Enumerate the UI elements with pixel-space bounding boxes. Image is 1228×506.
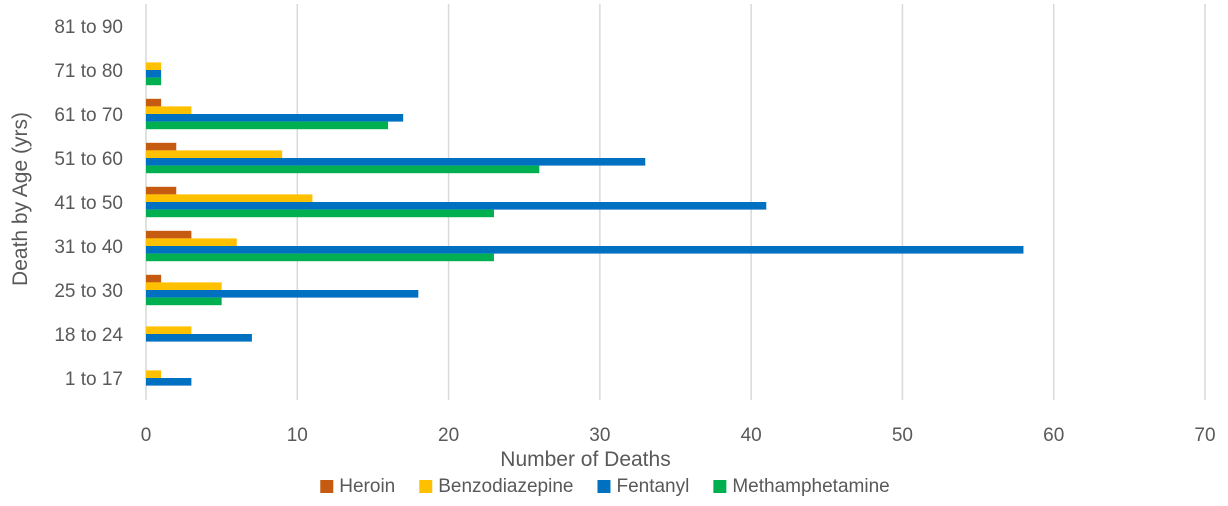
legend-item-methamphetamine: Methamphetamine	[713, 476, 890, 497]
y-tick-label: 25 to 30	[54, 281, 123, 302]
legend-label: Methamphetamine	[732, 476, 889, 497]
bar-heroin-31-to-40	[146, 230, 192, 239]
x-tick-label: 60	[1043, 425, 1064, 446]
bar-heroin-41-to-50	[146, 186, 177, 195]
x-tick-label: 10	[287, 425, 308, 446]
bar-benzodiazepine-61-to-70	[146, 106, 192, 114]
legend-swatch	[320, 480, 334, 493]
y-tick-label: 18 to 24	[54, 325, 123, 346]
bar-fentanyl-25-to-30	[146, 290, 419, 298]
bar-heroin-61-to-70	[146, 98, 162, 107]
x-tick-label: 0	[141, 425, 152, 446]
bar-benzodiazepine-25-to-30	[146, 282, 222, 290]
x-tick-label: 40	[741, 425, 762, 446]
bar-fentanyl-18-to-24	[146, 334, 252, 342]
legend-swatch	[713, 480, 727, 493]
bar-methamphetamine-61-to-70	[146, 121, 389, 130]
x-tick-label: 30	[589, 425, 610, 446]
x-axis-title: Number of Deaths	[500, 448, 670, 471]
y-tick-labels: 1 to 17 18 to 24 25 to 30 31 to 40 41 to 50 5…	[54, 17, 123, 390]
bar-fentanyl-41-to-50	[146, 202, 767, 210]
bar-benzodiazepine-18-to-24	[146, 326, 192, 334]
bar-methamphetamine-71-to-80	[146, 77, 162, 86]
bar-benzodiazepine-1-to-17	[146, 370, 162, 378]
x-tick-labels: 0 10 20 30 40 50 60 70	[141, 425, 1216, 446]
bar-fentanyl-1-to-17	[146, 378, 192, 386]
bar-fentanyl-31-to-40	[146, 246, 1024, 254]
x-tick-label: 50	[892, 425, 913, 446]
bar-methamphetamine-51-to-60	[146, 165, 540, 174]
bar-heroin-25-to-30	[146, 274, 162, 283]
legend-swatch	[419, 480, 433, 493]
legend-item-fentanyl: Fentanyl	[597, 476, 689, 497]
bar-methamphetamine-31-to-40	[146, 253, 494, 262]
bar-benzodiazepine-51-to-60	[146, 150, 283, 158]
bar-fentanyl-61-to-70	[146, 114, 404, 122]
y-tick-label: 81 to 90	[54, 17, 123, 38]
legend-item-heroin: Heroin	[320, 476, 395, 497]
y-tick-label: 71 to 80	[54, 61, 123, 82]
y-tick-label: 51 to 60	[54, 149, 123, 170]
legend-swatch	[597, 480, 611, 493]
legend-item-benzodiazepine: Benzodiazepine	[419, 476, 573, 497]
legend-label: Fentanyl	[616, 476, 689, 497]
legend-label: Heroin	[339, 476, 395, 497]
bar-benzodiazepine-71-to-80	[146, 62, 162, 70]
x-tick-label: 20	[438, 425, 459, 446]
y-tick-label: 61 to 70	[54, 105, 123, 126]
y-axis-title: Death by Age (yrs)	[9, 112, 32, 286]
legend: Heroin Benzodiazepine Fentanyl Methamphetam…	[320, 476, 890, 497]
legend-label: Benzodiazepine	[438, 476, 573, 497]
bar-methamphetamine-25-to-30	[146, 297, 222, 306]
y-tick-label: 41 to 50	[54, 193, 123, 214]
x-tick-label: 70	[1194, 425, 1215, 446]
bars	[146, 62, 1024, 386]
y-tick-label: 31 to 40	[54, 237, 123, 258]
bar-fentanyl-51-to-60	[146, 158, 646, 166]
bar-benzodiazepine-31-to-40	[146, 238, 237, 246]
bar-methamphetamine-41-to-50	[146, 209, 494, 218]
bar-heroin-51-to-60	[146, 142, 177, 151]
y-tick-label: 1 to 17	[65, 369, 123, 390]
bar-benzodiazepine-41-to-50	[146, 194, 313, 202]
bar-fentanyl-71-to-80	[146, 70, 162, 78]
